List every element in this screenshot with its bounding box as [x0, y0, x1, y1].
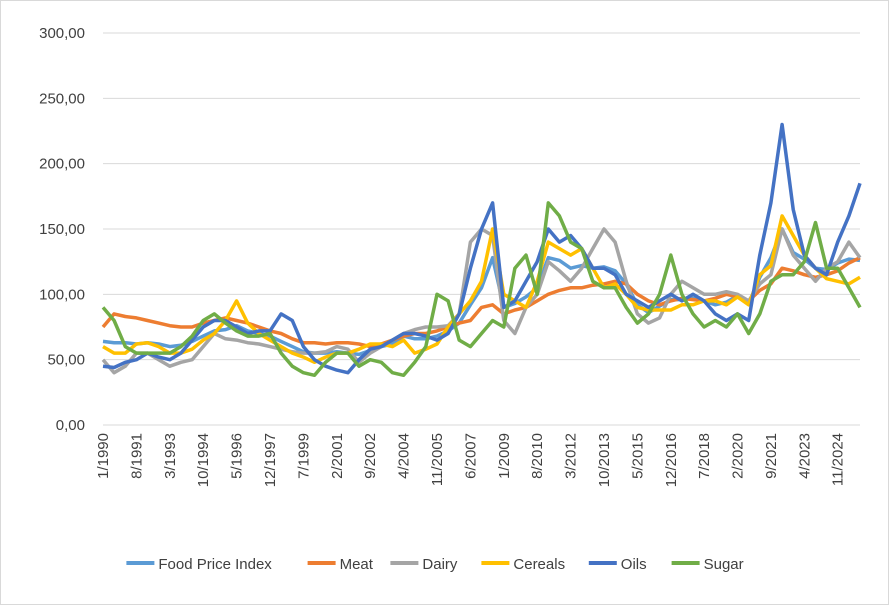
y-tick-label: 250,00 [39, 90, 85, 107]
x-tick-label: 10/1994 [195, 433, 212, 487]
x-tick-label: 7/1999 [295, 433, 312, 479]
y-tick-label: 300,00 [39, 25, 85, 42]
y-tick-label: 200,00 [39, 156, 85, 173]
legend-label: Meat [340, 556, 374, 573]
x-tick-label: 4/2023 [796, 433, 813, 479]
x-tick-label: 12/1997 [262, 433, 279, 487]
x-tick-label: 1/2009 [496, 433, 513, 479]
x-tick-label: 6/2007 [462, 433, 479, 479]
y-tick-label: 100,00 [39, 286, 85, 303]
legend-label: Sugar [704, 556, 744, 573]
x-tick-label: 9/2002 [362, 433, 379, 479]
x-tick-label: 5/1996 [229, 433, 246, 479]
series-line [102, 214, 861, 365]
legend-label: Dairy [422, 556, 458, 573]
x-tick-label: 11/2024 [830, 433, 847, 486]
y-tick-label: 150,00 [39, 221, 85, 238]
x-tick-label: 3/1993 [162, 433, 179, 479]
x-tick-label: 8/2010 [529, 433, 546, 479]
legend-label: Oils [621, 556, 647, 573]
legend-label: Food Price Index [158, 556, 272, 573]
x-tick-label: 5/2015 [629, 433, 646, 479]
x-tick-label: 12/2016 [663, 433, 680, 487]
series-line [101, 201, 862, 378]
x-tick-label: 3/2012 [563, 433, 580, 479]
x-tick-label: 1/1990 [95, 433, 112, 479]
y-tick-label: 50,00 [47, 352, 85, 369]
x-tick-label: 9/2021 [763, 433, 780, 479]
x-tick-label: 2/2020 [730, 433, 747, 479]
x-tick-label: 7/2018 [696, 433, 713, 479]
x-tick-label: 8/1991 [128, 433, 145, 479]
legend-label: Cereals [513, 556, 565, 573]
y-tick-label: 0,00 [56, 417, 85, 434]
series-line [101, 256, 861, 349]
x-tick-label: 4/2004 [396, 433, 413, 479]
x-tick-label: 10/2013 [596, 433, 613, 487]
x-tick-label: 11/2005 [429, 433, 446, 486]
x-tick-label: 2/2001 [329, 433, 346, 479]
